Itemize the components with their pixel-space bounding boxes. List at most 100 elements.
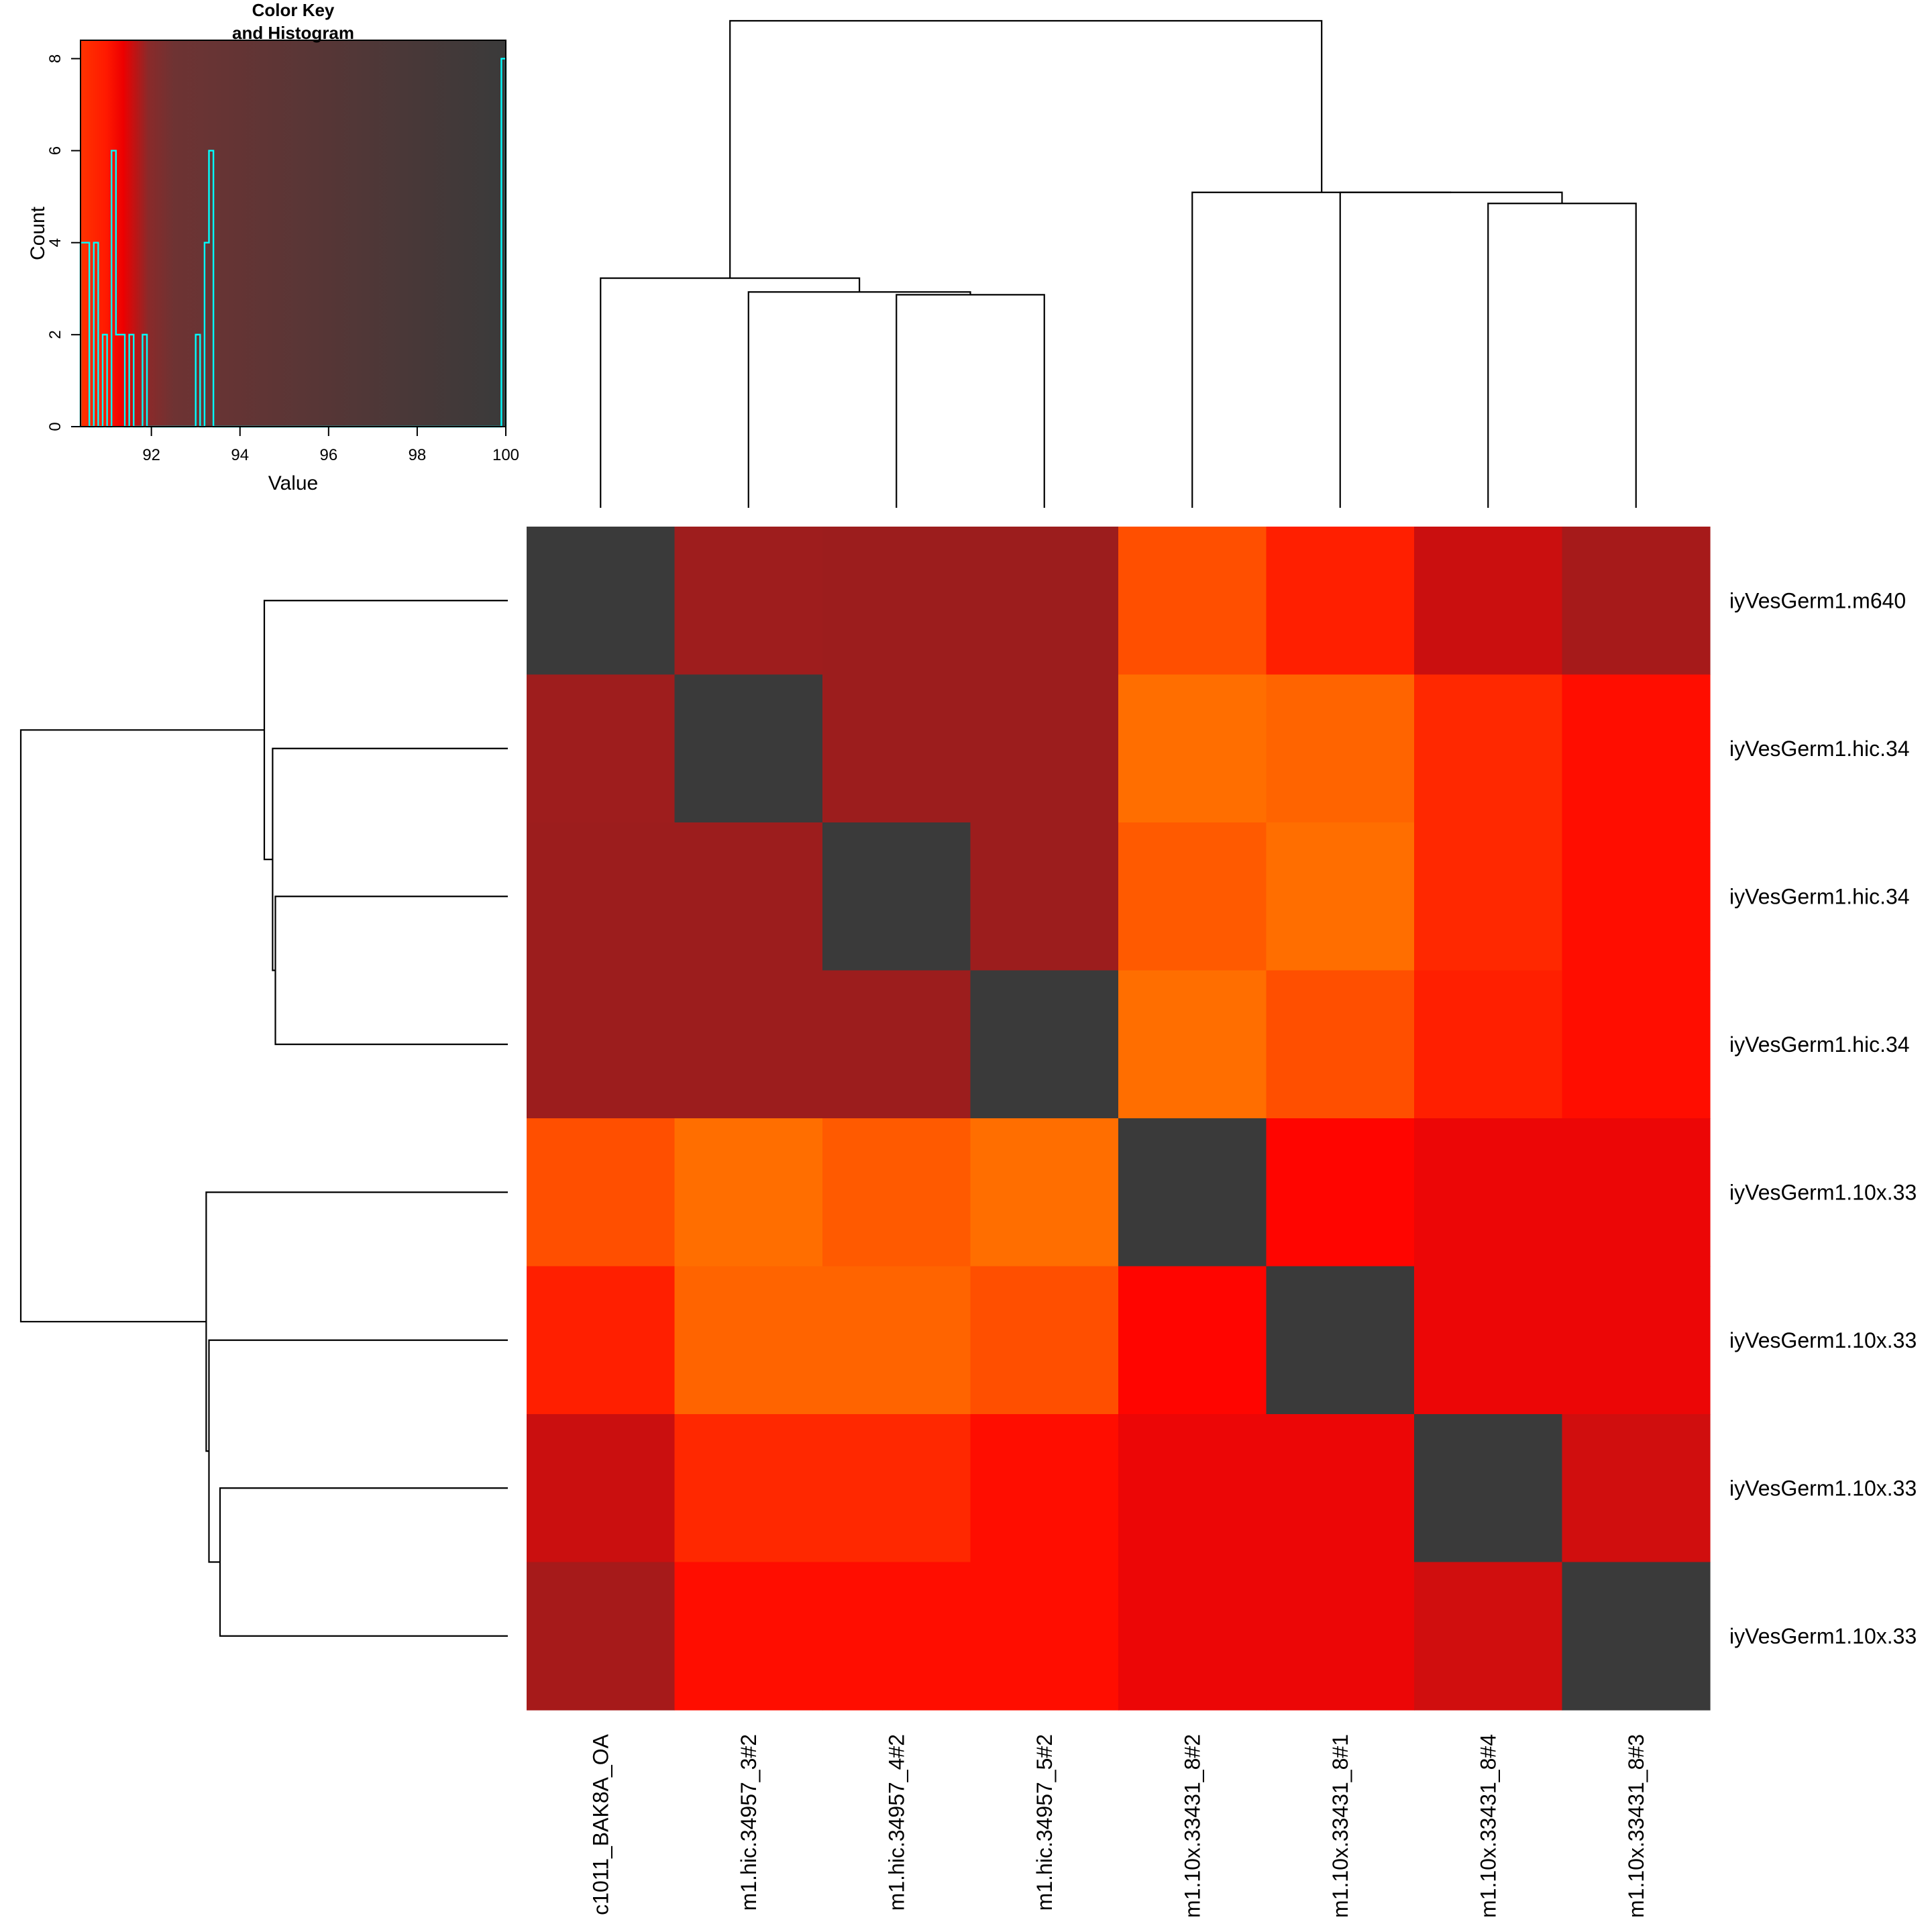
- heatmap-cell: [1414, 1414, 1563, 1563]
- key-title-line-2: and Histogram: [232, 23, 354, 43]
- heatmap-cell: [1414, 1266, 1563, 1415]
- heatmap-cell: [822, 822, 971, 971]
- heatmap-cell: [1266, 1118, 1415, 1267]
- heatmap-cell: [970, 822, 1119, 971]
- heatmap-cell: [822, 1266, 971, 1415]
- column-label: m1.10x.33431_8#1: [1328, 1734, 1352, 1918]
- dendrogram-branch: [205, 1191, 508, 1452]
- color-key-histogram: Color Key and Histogram 92 94 96 98 100 0 2 4 6…: [27, 0, 519, 494]
- heatmap-cell: [1414, 1118, 1563, 1267]
- dendrogram-branch: [263, 600, 508, 861]
- dendrogram-branch: [274, 896, 508, 1045]
- heatmap-cell: [822, 970, 971, 1119]
- key-y-tick-label: 6: [46, 146, 64, 155]
- row-label: iyVesGerm1.m640: [1729, 588, 1906, 612]
- heatmap-cell: [970, 1562, 1119, 1711]
- heatmap-cell: [527, 822, 676, 971]
- heatmap-cell: [1266, 1562, 1415, 1711]
- dendrogram-branch: [208, 1339, 508, 1563]
- dendrogram-branch: [747, 291, 971, 508]
- column-label: m1.10x.33431_8#2: [1180, 1734, 1204, 1918]
- histogram-steps: [79, 58, 507, 428]
- heatmap-cell: [1414, 674, 1563, 823]
- heatmap-cell: [970, 674, 1119, 823]
- column-label: m1.10x.33431_8#4: [1476, 1734, 1500, 1918]
- heatmap-cell: [1562, 1414, 1711, 1563]
- color-key-gradient: [80, 40, 506, 427]
- key-x-tick-label: 96: [319, 446, 337, 464]
- key-x-axis: 92 94 96 98 100: [142, 426, 519, 464]
- heatmap-cell: [527, 970, 676, 1119]
- heatmap-cell: [1562, 1266, 1711, 1415]
- column-label: m1.hic.34957_5#2: [1032, 1734, 1057, 1911]
- heatmap-cell: [1562, 822, 1711, 971]
- heatmap-cell: [1266, 822, 1415, 971]
- heatmap-cell: [1562, 970, 1711, 1119]
- heatmap-cell: [1118, 1266, 1267, 1415]
- heatmap-cell: [1414, 1562, 1563, 1711]
- key-y-tick-label: 0: [46, 422, 64, 431]
- heatmap-cell: [1118, 674, 1267, 823]
- row-label: iyVesGerm1.10x.33: [1729, 1476, 1917, 1500]
- column-labels: c1011_BAK8A_OA m1.hic.34957_3#2 m1.hic.349…: [588, 1733, 1648, 1918]
- heatmap-cell: [674, 527, 823, 676]
- column-label: c1011_BAK8A_OA: [588, 1733, 612, 1915]
- dendrogram-branch: [1487, 203, 1637, 508]
- heatmap-cell: [822, 1562, 971, 1711]
- heatmap-cell: [1266, 527, 1415, 676]
- heatmap-cell: [527, 527, 676, 676]
- dendrogram-branch: [729, 19, 1323, 278]
- heatmap-cell: [970, 527, 1119, 676]
- key-y-tick-label: 2: [46, 330, 64, 339]
- row-label: iyVesGerm1.hic.34: [1729, 884, 1910, 908]
- heatmap-cell: [1266, 1414, 1415, 1563]
- row-label: iyVesGerm1.10x.33: [1729, 1624, 1917, 1648]
- heatmap-cell: [674, 674, 823, 823]
- heatmap-cell: [527, 674, 676, 823]
- heatmap-cell: [674, 970, 823, 1119]
- row-labels: iyVesGerm1.m640 iyVesGerm1.hic.34 iyVesGer…: [1729, 588, 1917, 1648]
- histogram-line: [79, 58, 507, 428]
- heatmap-cell: [674, 1266, 823, 1415]
- heatmap-cell: [674, 1414, 823, 1563]
- heatmap-cell: [1562, 1562, 1711, 1711]
- heatmap-cell: [1118, 970, 1267, 1119]
- dendrogram-branch: [1339, 191, 1563, 508]
- heatmap-cell: [970, 1118, 1119, 1267]
- heatmap-cell: [527, 1266, 676, 1415]
- heatmap-cell: [1118, 1414, 1267, 1563]
- row-label: iyVesGerm1.10x.33: [1729, 1180, 1917, 1204]
- heatmap-cell: [822, 1414, 971, 1563]
- dendrogram-branch: [600, 277, 861, 508]
- heatmap-cell: [1118, 1118, 1267, 1267]
- heatmap-cell: [1118, 822, 1267, 971]
- key-x-tick-label: 92: [142, 446, 160, 464]
- dendrogram-branch: [19, 729, 264, 1323]
- key-y-axis-label: Count: [27, 206, 49, 260]
- key-y-tick-label: 8: [46, 54, 64, 63]
- heatmap-cell: [527, 1562, 676, 1711]
- dendrogram-branch: [1191, 191, 1452, 508]
- key-y-axis: 0 2 4 6 8: [46, 54, 81, 431]
- heatmap-cell: [527, 1118, 676, 1267]
- heatmap-cell: [970, 970, 1119, 1119]
- row-label: iyVesGerm1.hic.34: [1729, 1032, 1910, 1057]
- column-label: m1.10x.33431_8#3: [1624, 1734, 1648, 1918]
- key-x-tick-label: 98: [409, 446, 427, 464]
- heatmap-cell: [1118, 1562, 1267, 1711]
- key-x-tick-label: 100: [492, 446, 519, 464]
- heatmap-cell: [1118, 527, 1267, 676]
- heatmap-cell: [1266, 970, 1415, 1119]
- dendrogram-branch: [219, 1487, 508, 1637]
- key-x-axis-label: Value: [268, 472, 319, 494]
- heatmap-cells: [527, 527, 1711, 1711]
- row-dendrogram: [19, 600, 508, 1637]
- heatmap-cell: [822, 674, 971, 823]
- key-x-tick-label: 94: [231, 446, 249, 464]
- heatmap-cell: [1562, 674, 1711, 823]
- key-y-tick-label: 4: [46, 238, 64, 247]
- heatmap-cell: [1266, 674, 1415, 823]
- dendrogram-branch: [896, 294, 1045, 508]
- column-label: m1.hic.34957_3#2: [737, 1734, 761, 1911]
